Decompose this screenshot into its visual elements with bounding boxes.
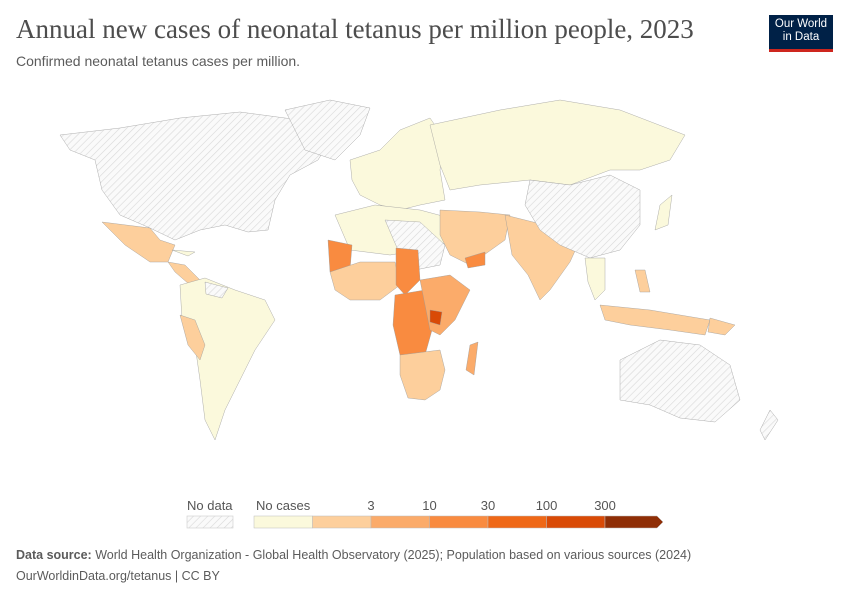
legend-no-data-label: No data xyxy=(187,498,233,513)
legend-bin[interactable] xyxy=(429,515,489,529)
region-japan[interactable] xyxy=(654,194,673,231)
legend-bin[interactable] xyxy=(312,515,372,529)
region-madagascar[interactable] xyxy=(465,341,479,376)
region-papua[interactable] xyxy=(707,317,736,336)
region-yemen[interactable] xyxy=(464,251,486,269)
region-china[interactable] xyxy=(524,174,641,259)
legend: No data No cases 3 10 30 100 300 xyxy=(0,490,850,530)
owid-logo[interactable]: Our World in Data xyxy=(769,15,833,52)
legend-bin[interactable] xyxy=(253,515,313,529)
region-southern-africa[interactable] xyxy=(399,349,446,401)
legend-label: 30 xyxy=(480,498,496,513)
legend-label: No cases xyxy=(256,498,311,513)
region-west-africa[interactable] xyxy=(329,261,401,301)
chart-subtitle: Confirmed neonatal tetanus cases per mil… xyxy=(16,53,301,69)
legend-label: 100 xyxy=(535,498,558,513)
region-peru[interactable] xyxy=(179,314,206,361)
source-label: Data source: xyxy=(16,548,92,562)
region-venezuela[interactable] xyxy=(204,281,229,299)
legend-label: 3 xyxy=(367,498,375,513)
region-se-asia[interactable] xyxy=(584,257,606,301)
region-russia[interactable] xyxy=(429,99,686,191)
region-north-america[interactable] xyxy=(59,111,331,241)
region-new-zealand[interactable] xyxy=(759,409,779,441)
region-australia[interactable] xyxy=(619,339,741,423)
legend-bin[interactable] xyxy=(370,515,430,529)
chart-title: Annual new cases of neonatal tetanus per… xyxy=(16,14,694,44)
legend-bin[interactable] xyxy=(487,515,547,529)
region-south-america[interactable] xyxy=(179,277,276,441)
region-chad[interactable] xyxy=(395,247,421,296)
legend-no-data-swatch xyxy=(186,515,234,529)
region-indonesia[interactable] xyxy=(599,304,711,336)
region-mexico[interactable] xyxy=(101,221,176,263)
region-greenland[interactable] xyxy=(284,99,371,161)
region-south-sudan[interactable] xyxy=(429,309,443,326)
legend-bin[interactable] xyxy=(546,515,606,529)
data-source: Data source: World Health Organization -… xyxy=(16,548,691,562)
region-philippines[interactable] xyxy=(634,269,651,293)
region-middle-east[interactable] xyxy=(439,209,511,266)
footer-link[interactable]: OurWorldinData.org/tetanus | CC BY xyxy=(16,569,220,583)
region-europe[interactable] xyxy=(349,117,446,211)
world-map[interactable] xyxy=(0,80,850,490)
region-cuba[interactable] xyxy=(171,249,196,257)
legend-label: 10 xyxy=(422,498,437,513)
legend-label: 300 xyxy=(594,498,616,513)
legend-bin[interactable] xyxy=(604,515,664,529)
source-text: World Health Organization - Global Healt… xyxy=(95,548,692,562)
logo-text: Our World in Data xyxy=(774,18,828,43)
